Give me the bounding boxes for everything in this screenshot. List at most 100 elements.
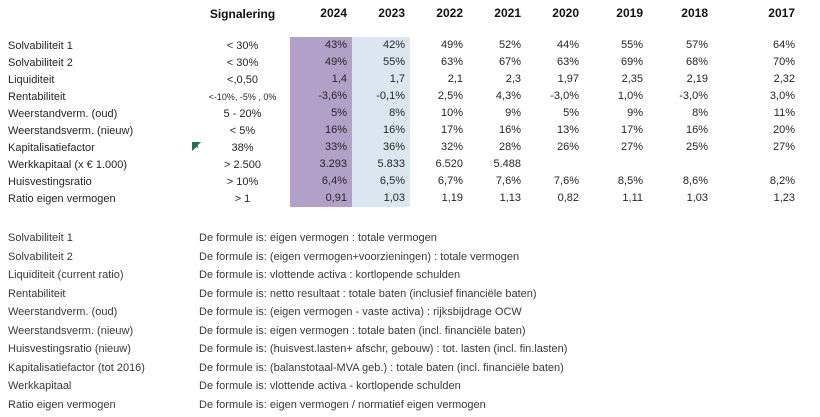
column-header-2020[interactable]: 2020	[552, 6, 579, 20]
value-cell[interactable]: 2,35	[621, 73, 643, 85]
row-label[interactable]: Ratio eigen vermogen	[8, 192, 116, 205]
value-cell[interactable]: 1,13	[499, 192, 521, 204]
signalering-cell[interactable]: < 5%	[229, 124, 256, 137]
value-cell[interactable]: 2,3	[505, 73, 521, 85]
value-cell[interactable]: 36%	[352, 139, 410, 156]
definition-label[interactable]: Liquiditeit (current ratio)	[8, 269, 124, 282]
signalering-cell[interactable]: 38%	[231, 141, 254, 154]
signalering-cell[interactable]: 5 - 20%	[223, 107, 262, 120]
definition-formula[interactable]: De formule is: vlottende activa - kortlo…	[199, 380, 461, 393]
definition-formula[interactable]: De formule is: netto resultaat : totale …	[199, 287, 537, 300]
value-cell[interactable]	[713, 156, 800, 173]
value-cell[interactable]: 4,3%	[495, 90, 521, 102]
value-cell[interactable]: 1,97	[557, 73, 579, 85]
definition-formula[interactable]: De formule is: (balanstotaal-MVA geb.) :…	[199, 361, 564, 374]
row-label[interactable]: Liquiditeit	[8, 73, 55, 86]
definition-label[interactable]: Solvabiliteit 2	[8, 250, 73, 263]
value-cell[interactable]: 57%	[685, 39, 708, 51]
column-header-2021[interactable]: 2021	[494, 6, 521, 20]
value-cell[interactable]: 8,2%	[769, 175, 795, 187]
column-header-2022[interactable]: 2022	[436, 6, 463, 20]
column-header-signalering[interactable]: Signalering	[209, 6, 276, 21]
value-cell[interactable]: 8%	[692, 107, 708, 119]
value-cell[interactable]: 0,91	[290, 190, 352, 207]
value-cell[interactable]: 1,0%	[617, 90, 643, 102]
value-cell[interactable]: 3,0%	[769, 90, 795, 102]
signalering-cell[interactable]: <,0,50	[227, 73, 258, 86]
row-label[interactable]: Weerstandsverm. (nieuw)	[8, 124, 134, 137]
value-cell[interactable]: 8,6%	[682, 175, 708, 187]
value-cell[interactable]: 6,4%	[290, 173, 352, 190]
value-cell[interactable]: 13%	[556, 124, 579, 136]
value-cell[interactable]: 52%	[498, 39, 521, 51]
definition-formula[interactable]: De formule is: eigen vermogen / normatie…	[199, 398, 486, 411]
value-cell[interactable]: 63%	[440, 56, 463, 68]
definition-formula[interactable]: De formule is: vlottende activa : kortlo…	[199, 269, 461, 282]
value-cell[interactable]: 64%	[772, 39, 795, 51]
value-cell[interactable]: 10%	[440, 107, 463, 119]
value-cell[interactable]: 1,03	[352, 190, 410, 207]
value-cell[interactable]: 6,5%	[352, 173, 410, 190]
definition-label[interactable]: Werkkapitaal	[8, 380, 72, 393]
value-cell[interactable]: 28%	[498, 141, 521, 153]
value-cell[interactable]: 70%	[772, 56, 795, 68]
value-cell[interactable]: 16%	[352, 122, 410, 139]
value-cell[interactable]: 2,5%	[437, 90, 463, 102]
definition-label[interactable]: Weerstandverm. (oud)	[8, 306, 118, 319]
definition-label[interactable]: Rentabiliteit	[8, 287, 66, 300]
row-label[interactable]: Rentabiliteit	[8, 90, 66, 103]
value-cell[interactable]: 3.293	[290, 156, 352, 173]
value-cell[interactable]: 2,19	[686, 73, 708, 85]
value-cell[interactable]: 1,11	[622, 192, 643, 204]
definition-label[interactable]: Ratio eigen vermogen	[8, 398, 116, 411]
value-cell[interactable]: 5%	[563, 107, 579, 119]
value-cell[interactable]: 7,6%	[495, 175, 521, 187]
value-cell[interactable]: 69%	[620, 56, 643, 68]
value-cell[interactable]: 9%	[505, 107, 521, 119]
value-cell[interactable]: 1,4	[290, 71, 352, 88]
value-cell[interactable]: 16%	[685, 124, 708, 136]
value-cell[interactable]: 5.488	[493, 158, 521, 170]
value-cell[interactable]: 67%	[498, 56, 521, 68]
row-label[interactable]: Kapitalisatiefactor	[8, 141, 95, 154]
row-label[interactable]: Solvabiliteit 2	[8, 56, 73, 69]
value-cell[interactable]: 8%	[352, 105, 410, 122]
value-cell[interactable]: 55%	[352, 54, 410, 71]
value-cell[interactable]: 17%	[620, 124, 643, 136]
definition-formula[interactable]: De formule is: (huisvest.lasten+ afschr,…	[199, 343, 568, 356]
value-cell[interactable]: 9%	[627, 107, 643, 119]
definition-label[interactable]: Huisvestingsratio (nieuw)	[8, 343, 131, 356]
value-cell[interactable]: 5%	[290, 105, 352, 122]
value-cell[interactable]: 55%	[620, 39, 643, 51]
value-cell[interactable]: 26%	[556, 141, 579, 153]
value-cell[interactable]: -0,1%	[352, 88, 410, 105]
value-cell[interactable]: 11%	[773, 107, 795, 119]
value-cell[interactable]: 16%	[498, 124, 521, 136]
value-cell[interactable]: 17%	[440, 124, 463, 136]
column-header-2017[interactable]: 2017	[768, 6, 795, 20]
value-cell[interactable]: 44%	[556, 39, 579, 51]
value-cell[interactable]: 0,82	[557, 192, 579, 204]
row-label[interactable]: Weerstandverm. (oud)	[8, 107, 118, 120]
value-cell[interactable]: 16%	[290, 122, 352, 139]
value-cell[interactable]: 49%	[440, 39, 463, 51]
value-cell[interactable]	[648, 156, 713, 173]
value-cell[interactable]: 20%	[772, 124, 795, 136]
value-cell[interactable]: 1,03	[686, 192, 708, 204]
value-cell[interactable]	[526, 156, 584, 173]
definition-label[interactable]: Kapitalisatiefactor (tot 2016)	[8, 361, 145, 374]
column-header-2019[interactable]: 2019	[616, 6, 643, 20]
value-cell[interactable]: 68%	[685, 56, 708, 68]
value-cell[interactable]: 2,32	[773, 73, 795, 85]
value-cell[interactable]: 27%	[772, 141, 795, 153]
definition-label[interactable]: Weerstandsverm. (nieuw)	[8, 324, 134, 337]
definition-formula[interactable]: De formule is: (eigen vermogen - vaste a…	[199, 306, 522, 319]
value-cell[interactable]: 6.520	[435, 158, 463, 170]
value-cell[interactable]: 25%	[685, 141, 708, 153]
value-cell[interactable]: 7,6%	[553, 175, 579, 187]
value-cell[interactable]: -3,6%	[290, 88, 352, 105]
value-cell[interactable]: 43%	[290, 37, 352, 54]
value-cell[interactable]: 42%	[352, 37, 410, 54]
signalering-cell[interactable]: > 10%	[226, 175, 259, 188]
value-cell[interactable]: 49%	[290, 54, 352, 71]
